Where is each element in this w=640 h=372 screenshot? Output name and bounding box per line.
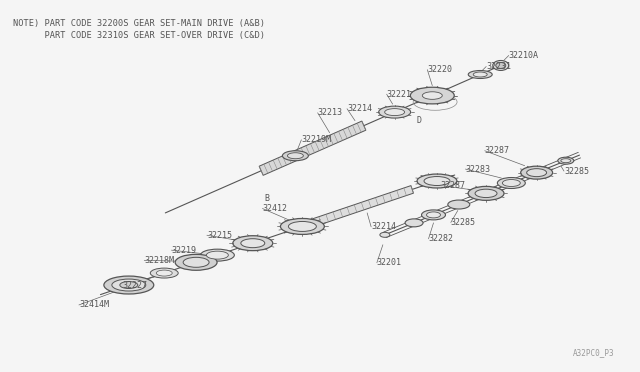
Ellipse shape — [424, 177, 450, 186]
Text: 32214: 32214 — [347, 104, 372, 113]
Text: 32231: 32231 — [486, 62, 511, 71]
Text: NOTE) PART CODE 32200S GEAR SET-MAIN DRIVE (A&B): NOTE) PART CODE 32200S GEAR SET-MAIN DRI… — [13, 19, 265, 28]
Ellipse shape — [448, 200, 470, 209]
Ellipse shape — [200, 249, 234, 261]
Ellipse shape — [206, 251, 228, 259]
Ellipse shape — [282, 151, 308, 161]
Text: B: B — [264, 194, 269, 203]
Text: 32201: 32201 — [377, 258, 402, 267]
Ellipse shape — [558, 157, 574, 164]
Ellipse shape — [405, 219, 423, 227]
Ellipse shape — [233, 236, 273, 251]
Text: 32214: 32214 — [371, 222, 396, 231]
Text: 32215: 32215 — [207, 231, 232, 240]
Ellipse shape — [241, 239, 265, 248]
Ellipse shape — [104, 276, 154, 294]
Text: 32221: 32221 — [387, 90, 412, 99]
Text: 32414M: 32414M — [79, 301, 109, 310]
Text: 32227: 32227 — [122, 280, 147, 289]
Text: PART CODE 32310S GEAR SET-OVER DRIVE (C&D): PART CODE 32310S GEAR SET-OVER DRIVE (C&… — [13, 31, 265, 39]
Text: 32219M: 32219M — [301, 135, 332, 144]
Polygon shape — [259, 121, 366, 175]
Ellipse shape — [475, 189, 497, 198]
Text: 32287: 32287 — [440, 181, 465, 190]
Ellipse shape — [496, 62, 506, 68]
Ellipse shape — [112, 279, 146, 291]
Ellipse shape — [385, 109, 404, 116]
Text: 32412: 32412 — [262, 204, 287, 213]
Ellipse shape — [493, 61, 509, 70]
Text: 32285: 32285 — [451, 218, 476, 227]
Ellipse shape — [426, 212, 440, 218]
Ellipse shape — [287, 153, 303, 159]
Text: 32219: 32219 — [172, 246, 196, 255]
Ellipse shape — [521, 166, 552, 179]
Ellipse shape — [183, 257, 209, 267]
Ellipse shape — [422, 92, 442, 99]
Text: 32218M: 32218M — [144, 256, 174, 265]
Ellipse shape — [150, 268, 178, 278]
Ellipse shape — [497, 177, 525, 189]
Ellipse shape — [156, 270, 172, 276]
Ellipse shape — [120, 282, 138, 289]
Text: D: D — [417, 116, 422, 125]
Ellipse shape — [417, 174, 457, 188]
Ellipse shape — [280, 218, 324, 234]
Polygon shape — [312, 186, 413, 227]
Ellipse shape — [502, 180, 520, 186]
Text: 32282: 32282 — [429, 234, 454, 243]
Text: 32213: 32213 — [317, 108, 342, 117]
Ellipse shape — [468, 71, 492, 78]
Ellipse shape — [410, 87, 454, 104]
Ellipse shape — [468, 186, 504, 201]
Ellipse shape — [422, 210, 445, 220]
Text: 32210A: 32210A — [509, 51, 539, 60]
Ellipse shape — [379, 106, 411, 118]
Text: 32283: 32283 — [465, 164, 490, 174]
Text: 32287: 32287 — [484, 146, 509, 155]
Text: A32PC0_P3: A32PC0_P3 — [573, 348, 614, 357]
Text: 32285: 32285 — [564, 167, 589, 176]
Ellipse shape — [175, 254, 217, 270]
Ellipse shape — [527, 169, 547, 177]
Ellipse shape — [289, 221, 316, 231]
Ellipse shape — [561, 159, 571, 163]
Ellipse shape — [380, 232, 390, 237]
Text: 32220: 32220 — [428, 65, 452, 74]
Ellipse shape — [473, 72, 487, 77]
